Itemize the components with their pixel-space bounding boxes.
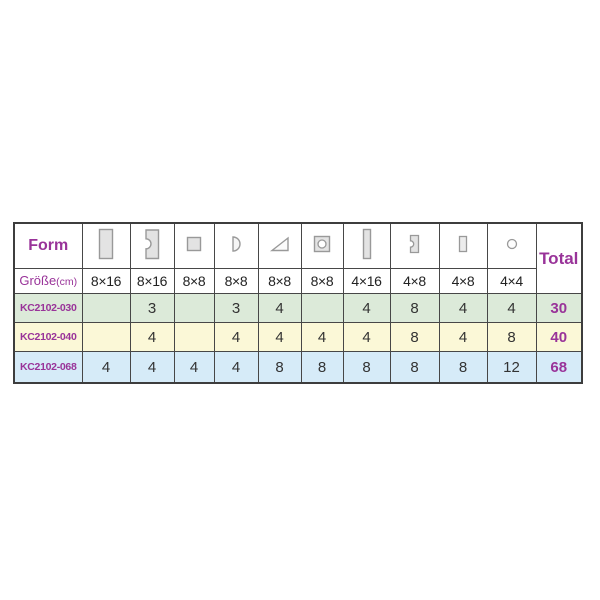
product-code: KC2102-068 (13, 351, 83, 384)
size-cell: 4×16 (342, 268, 391, 294)
size-cell: 8×8 (213, 268, 259, 294)
quantity-cell: 4 (129, 351, 175, 384)
form-shape-cell (389, 222, 440, 269)
rectangle-tall-icon (95, 227, 117, 261)
quantity-cell: 8 (300, 351, 344, 384)
total-value: 68 (535, 351, 583, 384)
quantity-cell: 4 (438, 322, 488, 352)
size-header-label: Größe (19, 273, 57, 288)
form-shape-cell (342, 222, 391, 269)
total-value: 40 (535, 322, 583, 352)
quantity-cell (173, 293, 215, 323)
square-icon (184, 234, 204, 254)
quantity-cell: 4 (129, 322, 175, 352)
triangle-icon (269, 234, 291, 254)
half-circle-icon (227, 234, 245, 254)
form-shape-cell (81, 222, 131, 269)
quantity-cell: 8 (342, 351, 391, 384)
form-shape-cell (129, 222, 175, 269)
size-cell: 8×8 (300, 268, 344, 294)
rectangle-thin-icon (359, 227, 375, 261)
quantity-cell: 4 (81, 351, 131, 384)
quantity-cell: 3 (129, 293, 175, 323)
form-shape-cell (257, 222, 302, 269)
quantity-cell: 8 (257, 351, 302, 384)
quantity-cell: 8 (389, 351, 440, 384)
total-header-label: Total (539, 248, 579, 268)
size-header-unit: (cm) (56, 276, 78, 288)
rectangle-notch-icon (141, 227, 163, 261)
form-shape-cell (486, 222, 537, 269)
quantity-cell: 4 (342, 293, 391, 323)
rectangle-notch-small-icon (406, 233, 423, 255)
product-size-table: Form Total Größe(cm) 8×16 8×16 8×8 8×8 8×8 8×8 4×… (13, 222, 583, 384)
quantity-cell (300, 293, 344, 323)
quantity-cell: 4 (342, 322, 391, 352)
quantity-cell: 4 (486, 293, 537, 323)
square-hole-icon (311, 233, 333, 255)
circle-icon (505, 237, 519, 251)
quantity-cell: 12 (486, 351, 537, 384)
size-header: Größe(cm) (13, 268, 83, 294)
form-header-label: Form (28, 237, 69, 254)
product-code: KC2102-030 (13, 293, 83, 323)
total-value: 30 (535, 293, 583, 323)
rectangle-small-icon (456, 234, 470, 254)
form-shape-cell (173, 222, 215, 269)
quantity-cell: 8 (486, 322, 537, 352)
size-cell: 4×8 (438, 268, 488, 294)
quantity-cell (173, 322, 215, 352)
size-cell: 8×8 (173, 268, 215, 294)
form-header: Form (13, 222, 83, 269)
size-cell: 4×8 (389, 268, 440, 294)
quantity-cell: 8 (438, 351, 488, 384)
quantity-cell: 4 (300, 322, 344, 352)
quantity-cell: 4 (213, 351, 259, 384)
quantity-cell: 8 (389, 293, 440, 323)
size-cell: 8×8 (257, 268, 302, 294)
quantity-cell: 4 (257, 293, 302, 323)
product-code: KC2102-040 (13, 322, 83, 352)
size-cell: 8×16 (81, 268, 131, 294)
form-shape-cell (438, 222, 488, 269)
quantity-cell (81, 322, 131, 352)
quantity-cell: 4 (438, 293, 488, 323)
quantity-cell: 4 (257, 322, 302, 352)
total-header: Total (535, 222, 583, 294)
quantity-cell: 4 (213, 322, 259, 352)
size-cell: 8×16 (129, 268, 175, 294)
quantity-cell: 4 (173, 351, 215, 384)
size-cell: 4×4 (486, 268, 537, 294)
quantity-cell (81, 293, 131, 323)
quantity-cell: 3 (213, 293, 259, 323)
form-shape-cell (300, 222, 344, 269)
form-shape-cell (213, 222, 259, 269)
quantity-cell: 8 (389, 322, 440, 352)
